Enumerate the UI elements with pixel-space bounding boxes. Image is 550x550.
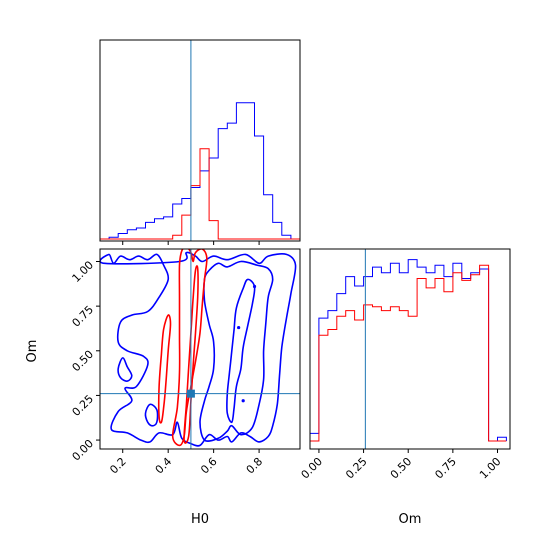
contour-red: [158, 314, 172, 424]
contour-blue: [100, 251, 297, 447]
x-axis-label-om: Om: [399, 512, 422, 527]
contour-frame: [99, 248, 301, 450]
contour-blue: [117, 357, 133, 382]
contour-truth-lines: [100, 249, 300, 449]
contour-point: [237, 325, 241, 330]
h0-histogram-series: [100, 102, 300, 240]
y-axis-label-om: Om: [25, 340, 40, 363]
h0-histogram-red: [100, 148, 300, 240]
contour-red: [171, 249, 208, 447]
h0-histogram-frame: [99, 39, 301, 242]
om-histogram-blue: [310, 259, 507, 442]
truth-marker: [186, 389, 195, 398]
x-axis-label-h0: H0: [191, 512, 209, 527]
om-histogram-frame: [309, 248, 511, 450]
contour-point: [241, 399, 245, 403]
h0-histogram-ticks: [122, 241, 260, 245]
contour-blue: [199, 260, 274, 442]
h0-histogram-blue: [100, 102, 300, 240]
contour-blue: [226, 278, 256, 424]
om-histogram-red: [310, 264, 507, 442]
contour-blue: [144, 403, 159, 427]
contour-point: [252, 284, 257, 289]
h0-histogram-panel: [99, 39, 301, 245]
om-histogram-series: [310, 259, 507, 442]
